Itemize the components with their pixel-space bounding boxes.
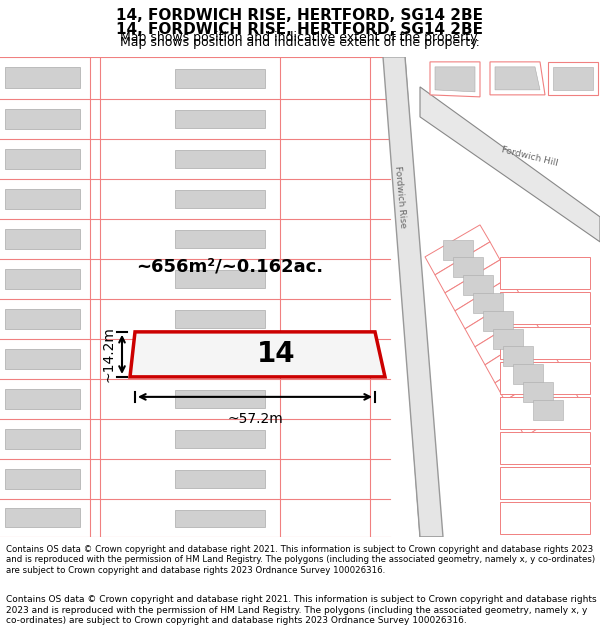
Polygon shape	[443, 239, 473, 259]
Polygon shape	[512, 364, 542, 384]
Bar	[175, 430, 265, 448]
Polygon shape	[523, 382, 553, 402]
Text: 14: 14	[257, 341, 296, 368]
Bar	[5, 269, 80, 289]
Polygon shape	[548, 62, 598, 95]
Polygon shape	[475, 313, 540, 365]
Polygon shape	[500, 397, 590, 429]
Bar	[175, 390, 265, 408]
Text: Map shows position and indicative extent of the property.: Map shows position and indicative extent…	[120, 36, 480, 49]
Polygon shape	[385, 57, 440, 537]
Polygon shape	[130, 332, 385, 377]
Bar	[175, 110, 265, 128]
Polygon shape	[463, 275, 493, 295]
Polygon shape	[435, 242, 500, 293]
Bar	[175, 270, 265, 288]
Polygon shape	[490, 62, 545, 95]
Bar	[5, 309, 80, 329]
Polygon shape	[482, 311, 512, 331]
Polygon shape	[435, 67, 475, 92]
Bar	[5, 389, 80, 409]
Polygon shape	[495, 67, 540, 90]
Text: Contains OS data © Crown copyright and database right 2021. This information is : Contains OS data © Crown copyright and d…	[6, 545, 595, 574]
Text: Map shows position and indicative extent of the property.: Map shows position and indicative extent…	[120, 31, 480, 44]
Polygon shape	[500, 502, 590, 534]
Bar	[5, 469, 80, 489]
Polygon shape	[430, 62, 480, 97]
Bar	[175, 150, 265, 168]
Polygon shape	[515, 383, 580, 437]
Polygon shape	[452, 258, 482, 278]
Text: 14, FORDWICH RISE, HERTFORD, SG14 2BE: 14, FORDWICH RISE, HERTFORD, SG14 2BE	[116, 8, 484, 23]
Polygon shape	[445, 260, 510, 311]
Text: ~656m²/~0.162ac.: ~656m²/~0.162ac.	[136, 258, 323, 276]
Polygon shape	[485, 330, 550, 383]
Text: Fordwich Rise: Fordwich Rise	[393, 166, 407, 228]
Polygon shape	[533, 400, 563, 420]
Polygon shape	[420, 87, 600, 242]
Bar	[5, 429, 80, 449]
Bar	[175, 310, 265, 328]
Bar	[175, 509, 265, 527]
Polygon shape	[500, 327, 590, 359]
Bar	[5, 189, 80, 209]
Bar	[175, 350, 265, 368]
Bar	[5, 349, 80, 369]
Polygon shape	[500, 467, 590, 499]
Bar	[5, 149, 80, 169]
Polygon shape	[500, 432, 590, 464]
Polygon shape	[505, 365, 570, 419]
Polygon shape	[495, 348, 560, 401]
Bar	[5, 229, 80, 249]
Polygon shape	[553, 67, 593, 90]
Polygon shape	[473, 293, 503, 313]
Bar	[175, 470, 265, 488]
Text: Contains OS data © Crown copyright and database right 2021. This information is : Contains OS data © Crown copyright and d…	[6, 595, 596, 625]
Polygon shape	[383, 57, 443, 537]
Bar	[175, 230, 265, 248]
Polygon shape	[455, 277, 520, 329]
Bar	[175, 190, 265, 208]
Polygon shape	[500, 362, 590, 394]
Text: Fordwich Hill: Fordwich Hill	[501, 146, 559, 168]
Bar	[5, 109, 80, 129]
Polygon shape	[500, 292, 590, 324]
Bar	[5, 508, 80, 528]
Polygon shape	[425, 225, 490, 275]
Bar	[5, 68, 80, 88]
Text: 14, FORDWICH RISE, HERTFORD, SG14 2BE: 14, FORDWICH RISE, HERTFORD, SG14 2BE	[116, 22, 484, 37]
Polygon shape	[465, 295, 530, 347]
Polygon shape	[493, 329, 523, 349]
Polygon shape	[500, 257, 590, 289]
Polygon shape	[503, 346, 533, 366]
Text: ~14.2m: ~14.2m	[101, 326, 115, 382]
Bar	[175, 69, 265, 88]
Text: ~57.2m: ~57.2m	[227, 412, 283, 426]
